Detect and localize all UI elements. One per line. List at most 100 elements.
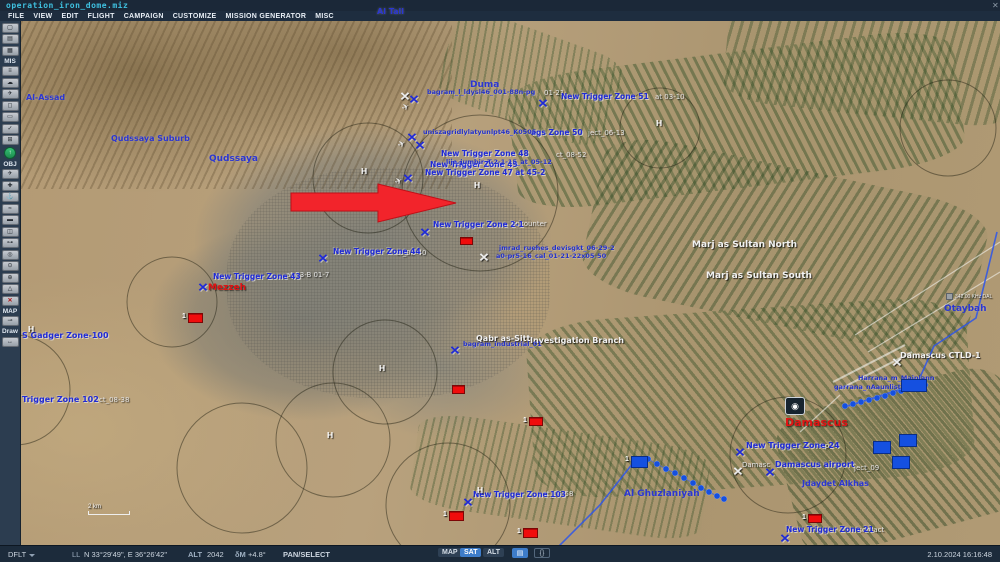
trigger-zone-label[interactable]: New Trigger Zone 2-1 (433, 220, 524, 229)
toolbar-left: ▢ ▤ ▦ MIS ≡ ☁ ✈ ◻ ▭ ✓ ⊞ ↑ OBJ ✈ ✚ ⚓ ≈ ▬ ◫ ⊶ ◎ ⊙ ⊕ △ ✕ MAP ⊸ Draw ↔ (0, 21, 21, 545)
trigger-zone-label[interactable]: New Trigger Zone 103 (473, 490, 566, 499)
trigger-zone-x-icon[interactable]: ✕ (419, 225, 431, 240)
briefing-icon[interactable]: ≡ (1, 66, 19, 76)
open-mission-icon[interactable]: ▤ (1, 34, 19, 44)
ship-group-icon[interactable]: ⚓ (1, 192, 19, 202)
trigger-zone-label[interactable]: ags Zone 50 (531, 128, 583, 137)
trigger-zone-label[interactable]: New Trigger Zone 48 (441, 149, 529, 158)
helicopter-group-icon[interactable]: ✚ (1, 180, 19, 191)
trigger-zone-label[interactable]: Trigger Zone 102 (22, 395, 99, 404)
trigger-zone-x-icon[interactable]: ✕ (406, 130, 418, 145)
hostile-unit-icon[interactable]: 1 (443, 511, 464, 521)
hostile-unit-icon[interactable]: 1 (523, 417, 543, 426)
trigger-zone-x-icon[interactable]: ✕ (414, 138, 426, 153)
hostile-unit-icon[interactable]: 1 (182, 313, 203, 323)
menu-item-edit[interactable]: EDIT (61, 12, 79, 20)
fly-mission-icon[interactable]: ↑ (4, 146, 16, 159)
template-icon[interactable]: △ (1, 284, 19, 294)
trigger-zone-label[interactable]: New Trigger Zone 49 (430, 160, 518, 169)
friendly-unit-icon[interactable] (873, 441, 891, 454)
unit-group-label[interactable]: bagram_l_ldysl46_001-88n-pg (427, 88, 536, 96)
trigger-zone-x-icon[interactable]: ✕ (462, 495, 474, 510)
menu-item-flight[interactable]: FLIGHT (87, 12, 115, 20)
hostile-unit-icon[interactable]: 1 (802, 514, 822, 523)
sat-view-button[interactable]: SAT (460, 548, 482, 557)
delete-object-icon[interactable]: ✕ (1, 295, 19, 306)
trigger-zone-label[interactable]: Damascus airport (775, 460, 855, 469)
map-options-icon[interactable]: ⊸ (1, 316, 19, 326)
chevron-down-icon (29, 553, 36, 557)
unit-group-label[interactable]: bagram_industrial_01 (463, 340, 542, 348)
friendly-unit-icon[interactable]: 1 (625, 456, 648, 468)
unit-count: 1 (802, 514, 806, 521)
map-view-button[interactable]: MAP (438, 548, 462, 557)
alt-view-button[interactable]: ALT (483, 548, 505, 557)
trigger-zone-x-icon[interactable]: ✕ (537, 96, 549, 111)
friendly-unit-icon[interactable] (892, 456, 910, 469)
trigger-zone-x-icon[interactable]: ✕ (779, 531, 791, 546)
friendly-unit-icon[interactable] (901, 379, 927, 392)
cursor-coordinates: N 33°29'49", E 36°26'42" (84, 550, 167, 559)
unit-x-icon[interactable]: ✕ (399, 89, 411, 104)
trigger-zone-x-icon[interactable]: ✕ (734, 445, 746, 460)
validate-icon[interactable]: ✓ (1, 123, 19, 134)
trigger-zone-x-icon[interactable]: ✕ (408, 92, 420, 107)
close-icon[interactable]: ✕ (992, 1, 999, 10)
menu-item-misc[interactable]: MISC (315, 12, 334, 20)
unit-x-icon[interactable]: ✕ (732, 464, 744, 479)
unit-group-label[interactable]: uniszagridlylatyunlpt46_K0505 (423, 128, 537, 136)
trigger-zone-label[interactable]: New Trigger Zone 51 (561, 92, 649, 101)
ship-group-2-icon[interactable]: ≈ (1, 203, 19, 214)
trigger-zone-x-icon[interactable]: ✕ (449, 343, 461, 358)
menu-item-file[interactable]: FILE (8, 12, 25, 20)
trigger-zone-x-icon[interactable]: ✕ (402, 171, 414, 186)
unit-x-icon[interactable]: ✕ (891, 355, 903, 370)
hostile-unit-icon[interactable]: 1 (517, 528, 538, 538)
trigger-zone-label[interactable]: S Gadger Zone-100 (22, 331, 109, 340)
bullseye-icon[interactable]: ⊕ (1, 272, 19, 283)
rect-tool-icon[interactable]: ▭ (1, 112, 19, 122)
friendly-unit-icon[interactable] (899, 434, 917, 447)
trigger-zone-label[interactable]: New Trigger Zone 43 (213, 272, 301, 281)
warehouse-icon[interactable]: ⊙ (1, 261, 19, 271)
preset-selector[interactable]: DFLT (8, 550, 36, 559)
trigger-zone-label[interactable]: New Trigger Zone 44 (333, 247, 421, 256)
unit-group-label[interactable]: lije_jumbir_T-2-1-15_at_05-12 (446, 158, 552, 166)
unit-count: 1 (517, 528, 521, 535)
unit-x-icon[interactable]: ✕ (478, 250, 490, 265)
airplane-group-icon[interactable]: ✈ (1, 169, 19, 179)
map-viewport[interactable] (21, 21, 1000, 545)
hostile-unit-icon[interactable] (452, 385, 465, 394)
trigger-zone-x-icon[interactable]: ✕ (764, 465, 776, 480)
trigger-zone-label[interactable]: New Trigger Zone 24 (746, 441, 840, 450)
labels-overlay-icon[interactable]: {} (534, 548, 550, 558)
weather-icon[interactable]: ☁ (1, 77, 19, 88)
sidebar-section-mis: MIS (4, 57, 16, 65)
save-mission-icon[interactable]: ▦ (1, 45, 19, 56)
new-mission-icon[interactable]: ▢ (1, 22, 19, 33)
select-tool-icon[interactable]: ◻ (1, 100, 19, 111)
measure-tool-icon[interactable]: ↔ (1, 336, 19, 347)
menu-item-customize[interactable]: CUSTOMIZE (172, 12, 217, 20)
coords-format-label: LL (72, 550, 81, 559)
menu-item-campaign[interactable]: CAMPAIGN (123, 12, 164, 20)
airport-icon[interactable]: ◉ (785, 397, 805, 415)
trigger-zone-x-icon[interactable]: ✕ (197, 280, 209, 295)
unit-group-label[interactable]: jmrad_ruehes_devisgkt_06-29-2 (499, 244, 615, 252)
farp-icon[interactable]: ◎ (1, 249, 19, 260)
unit-group-label[interactable]: a0-pr5-16_cal_01-21-22x05-50 (496, 252, 607, 260)
roads-overlay-icon[interactable]: ▤ (512, 548, 528, 558)
static-object-icon[interactable]: ◫ (1, 226, 19, 237)
mission-planner-icon[interactable]: ✈ (1, 89, 19, 99)
terrain-mountains (21, 21, 452, 189)
menu-item-view[interactable]: VIEW (33, 12, 53, 20)
unit-count: 1 (443, 511, 447, 518)
trigger-zone-label[interactable]: New Trigger Zone 21 (786, 525, 874, 534)
rearm-point-icon[interactable]: ⊶ (1, 238, 19, 248)
trigger-zone-x-icon[interactable]: ✕ (317, 251, 329, 266)
group-list-icon[interactable]: ⊞ (1, 135, 19, 145)
trigger-zone-label[interactable]: New Trigger Zone 47 at 45-2 (425, 168, 546, 177)
vehicle-group-icon[interactable]: ▬ (1, 215, 19, 225)
menu-item-mission-generator[interactable]: MISSION GENERATOR (225, 12, 307, 20)
hostile-unit-icon[interactable] (460, 237, 473, 245)
